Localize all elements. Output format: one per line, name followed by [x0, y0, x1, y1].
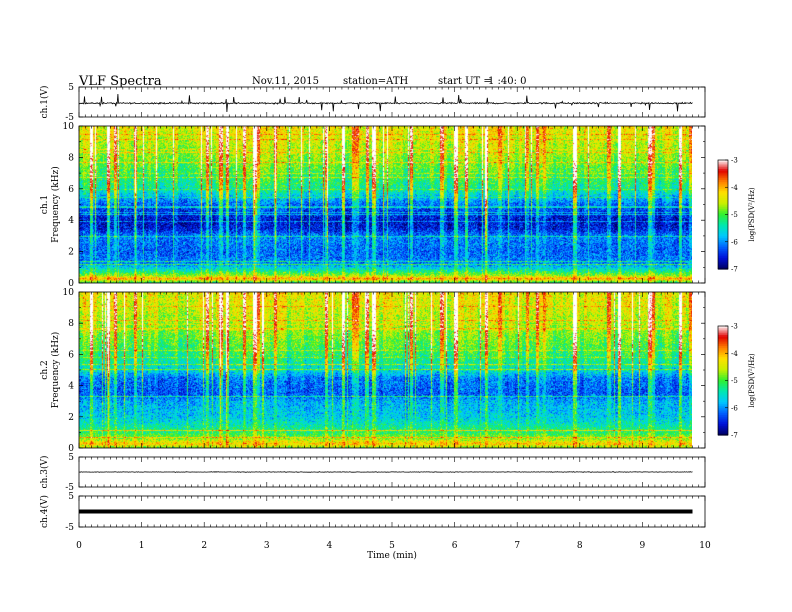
- ch1-waveform-ytick-label: -5: [65, 113, 74, 123]
- ch1-spectrogram-ytick-label: 6: [68, 185, 74, 195]
- ch2-spectrogram-ytick-label: 0: [68, 444, 74, 454]
- ch2-spectrogram-colorbar-tick-label: -5: [731, 377, 738, 385]
- ch1-waveform-ytick-label: 5: [68, 83, 74, 93]
- ch2-spectrogram-image: [79, 292, 692, 448]
- xtick-label: 3: [264, 541, 270, 551]
- date-label: Nov.11, 2015: [252, 76, 319, 87]
- ch1-spectrogram-ylabel: Frequency (kHz): [50, 166, 61, 243]
- ch1-waveform-ylabel: ch.1(V): [39, 86, 50, 119]
- xtick-label: 8: [577, 541, 583, 551]
- ch1-spectrogram-ytick-label: 4: [68, 216, 74, 226]
- ch2-spectrogram-colorbar-tick-label: -3: [731, 323, 738, 331]
- start-ut-label: start UT =: [438, 76, 492, 87]
- ch1-spectrogram-image: [79, 126, 692, 283]
- ch1-spectrogram-colorbar-tick-label: -3: [731, 157, 738, 165]
- ch1-spectrogram-colorbar-tick-label: -7: [731, 266, 738, 274]
- ch3-waveform-ytick-label: 5: [68, 453, 74, 463]
- xtick-label: 4: [327, 541, 333, 551]
- xtick-label: 7: [514, 541, 520, 551]
- ch3-waveform-line: [78, 471, 693, 473]
- xtick-label: 0: [76, 541, 82, 551]
- ch4-waveform-ylabel: ch.4(V): [39, 495, 50, 528]
- ch2-spectrogram-colorbar-label: log(PSD(V²/Hz): [748, 353, 756, 408]
- xtick-label: 9: [640, 541, 646, 551]
- ch1-spectrogram-ytick-label: 8: [68, 153, 74, 163]
- ch2-spectrogram-colorbar-tick-label: -7: [731, 432, 738, 440]
- ch2-spectrogram-colorbar: [718, 326, 728, 436]
- ch3-waveform-ytick-label: -5: [65, 483, 74, 493]
- ch1-spectrogram-colorbar-label: log(PSD(V²/Hz): [748, 187, 756, 242]
- ch2-spectrogram-colorbar-tick-label: -6: [731, 404, 738, 412]
- ch4-waveform-ytick-label: -5: [65, 523, 74, 533]
- ch3-waveform-ylabel: ch.3(V): [39, 456, 50, 489]
- ch1-spectrogram-series-label: ch.1: [40, 195, 50, 214]
- ch2-spectrogram-ytick-label: 8: [68, 319, 74, 329]
- xtick-label: 1: [139, 541, 145, 551]
- ch1-spectrogram-colorbar-tick-label: -4: [731, 184, 738, 192]
- ch2-spectrogram-ytick-label: 2: [68, 413, 74, 423]
- ch1-spectrogram-colorbar-tick-label: -6: [731, 238, 738, 246]
- ch1-spectrogram-ytick-label: 2: [68, 248, 74, 258]
- ch1-waveform-line: [78, 93, 693, 113]
- ch1-spectrogram-ytick-label: 0: [68, 279, 74, 289]
- ch1-spectrogram-colorbar-tick-label: -5: [731, 211, 738, 219]
- xaxis-label: Time (min): [367, 550, 417, 561]
- ch1-spectrogram-ytick-label: 10: [63, 122, 75, 132]
- xtick-label: 6: [452, 541, 458, 551]
- ch1-spectrogram-colorbar: [718, 160, 728, 270]
- start-ut-value: 1 :40: 0: [488, 76, 527, 87]
- xtick-label: 2: [201, 541, 207, 551]
- plot-title: VLF Spectra: [79, 74, 162, 89]
- ch2-spectrogram-ytick-label: 6: [68, 350, 74, 360]
- ch2-spectrogram-ylabel: Frequency (kHz): [50, 332, 61, 409]
- ch4-waveform-ytick-label: 5: [68, 492, 74, 502]
- xtick-label: 10: [699, 541, 711, 551]
- station-label: station=ATH: [343, 76, 409, 87]
- xtick-label: 5: [389, 541, 395, 551]
- ch2-spectrogram-colorbar-tick-label: -4: [731, 350, 738, 358]
- ch2-spectrogram-ytick-label: 4: [68, 382, 74, 392]
- ch2-spectrogram-ytick-label: 10: [63, 288, 75, 298]
- ch2-spectrogram-series-label: ch.2: [40, 360, 50, 379]
